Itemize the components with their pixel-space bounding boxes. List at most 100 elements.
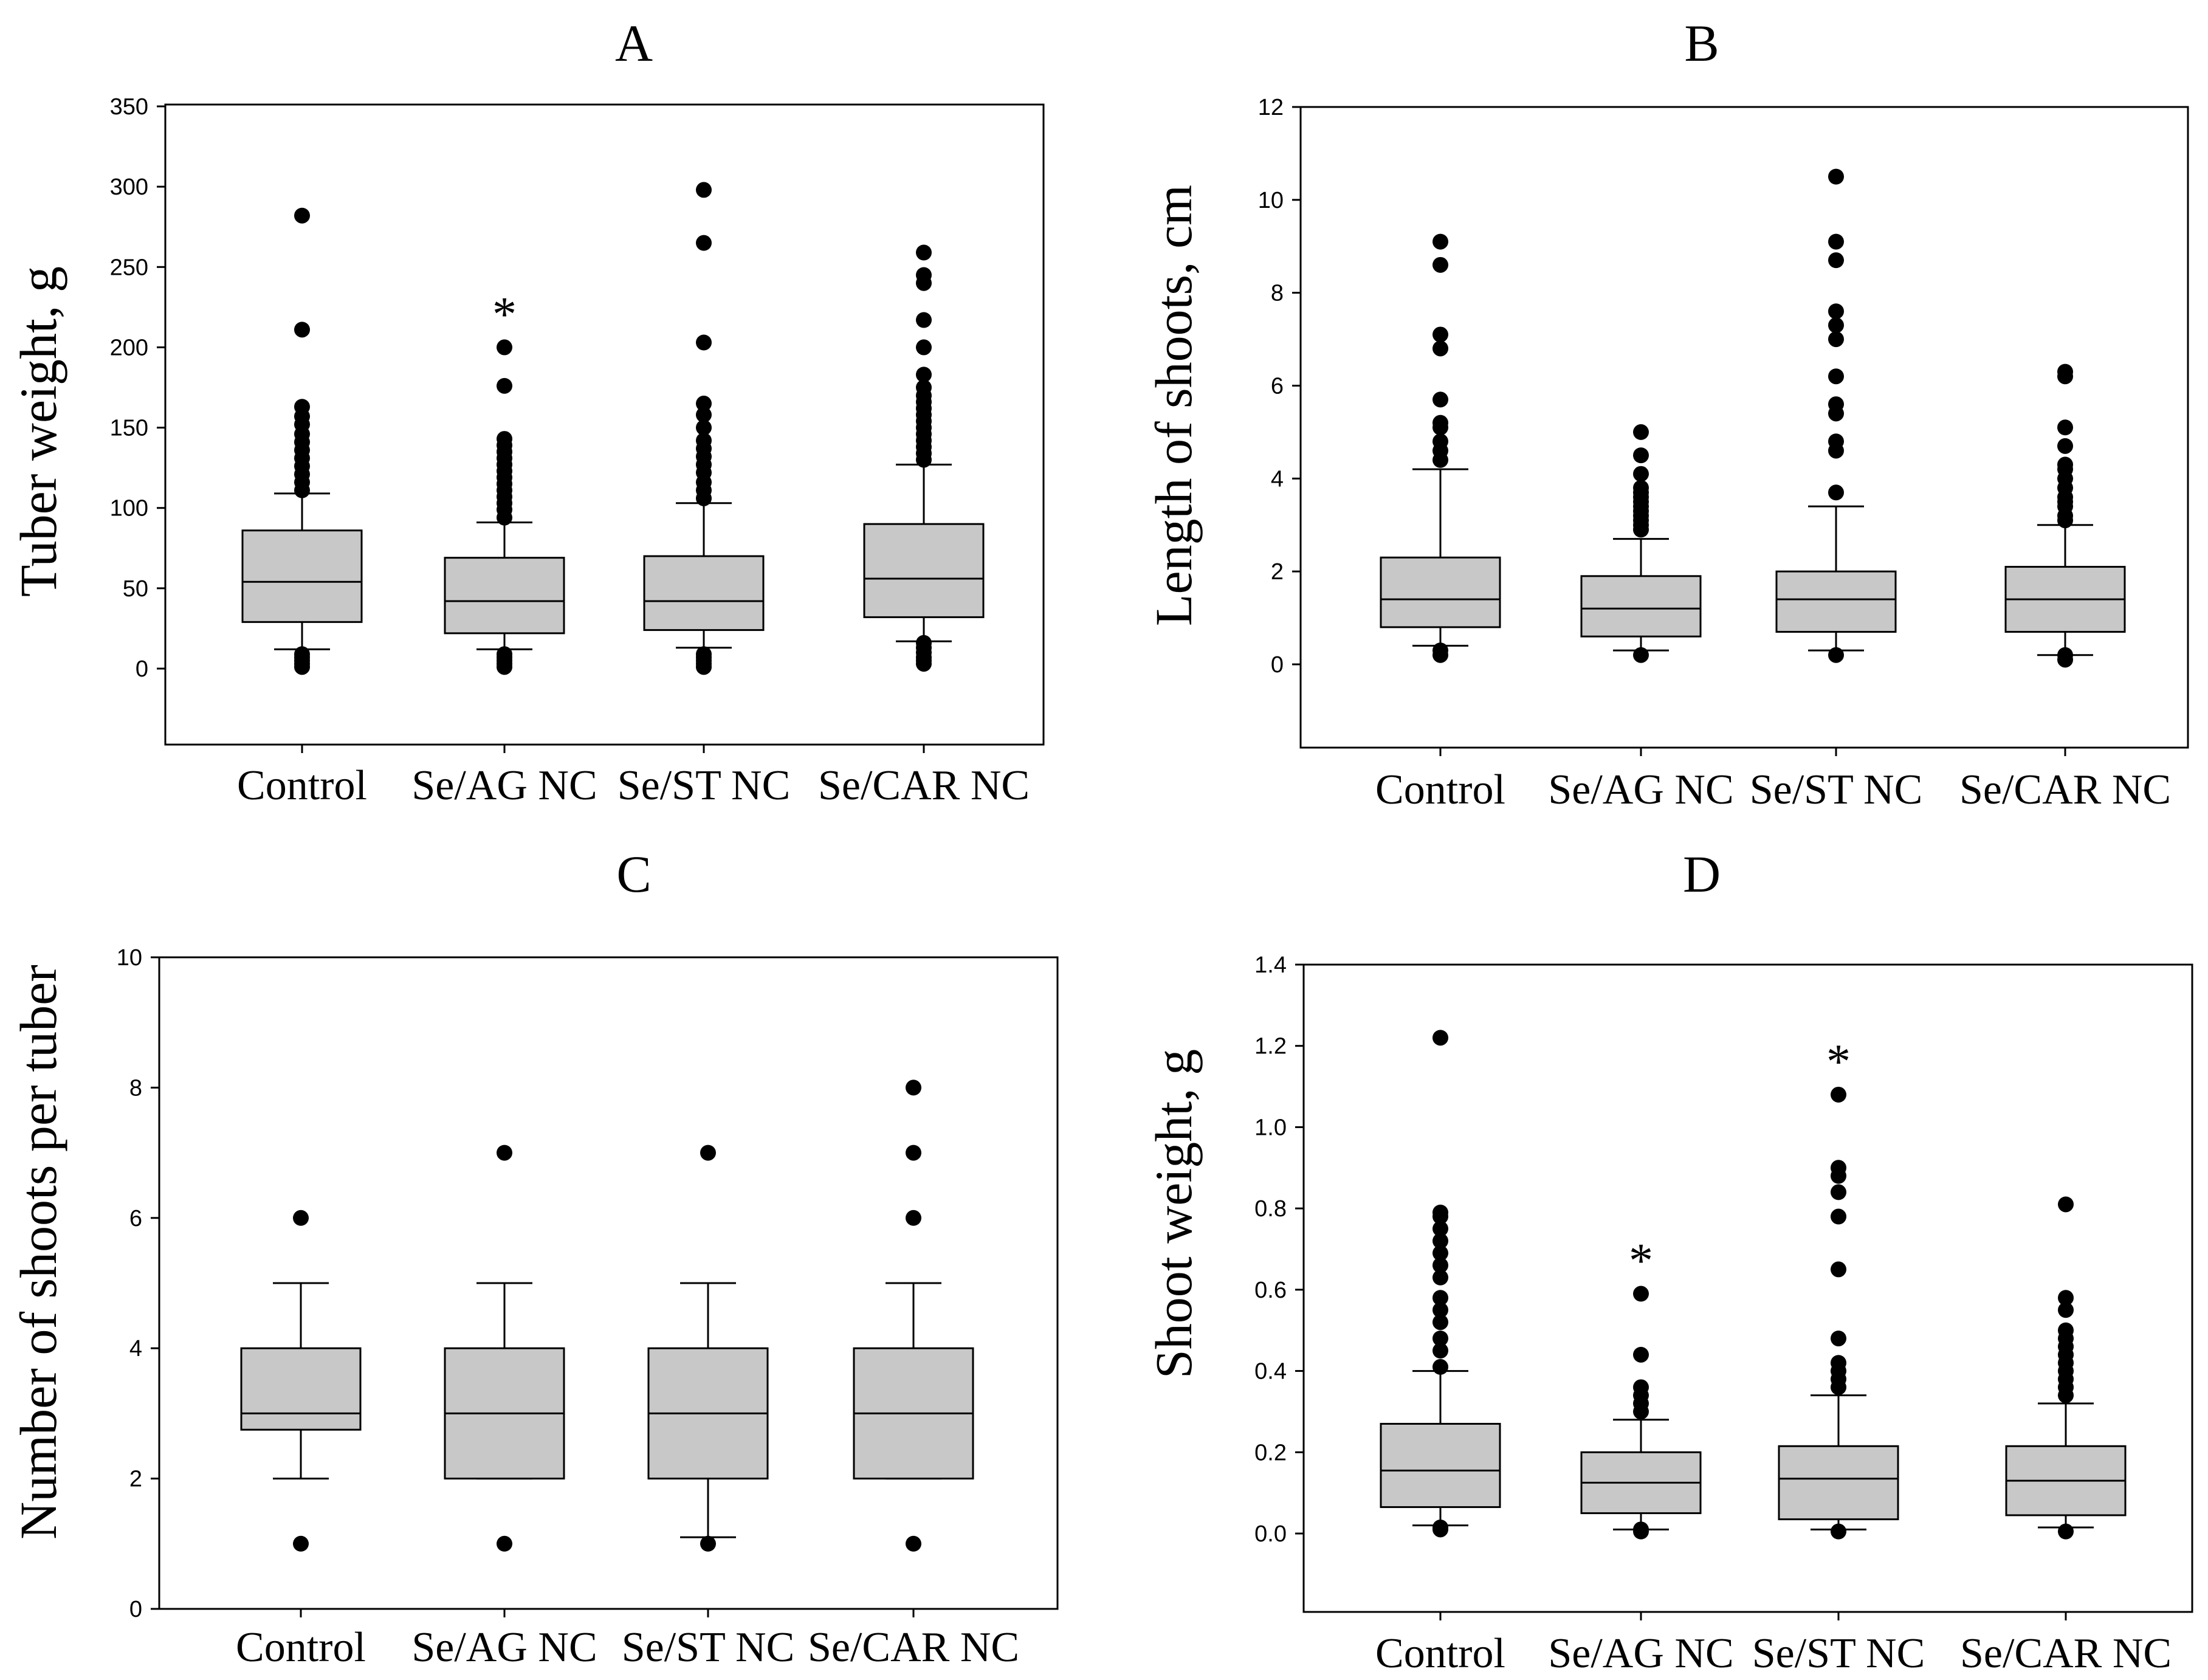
panel-d-y-tick-label: 0.2 [1254,1440,1287,1465]
outlier-point [294,646,310,663]
panel-c-box-3 [647,1145,769,1552]
iqr-box [1778,1445,1899,1521]
outlier-point [916,244,932,261]
outlier-point [1831,1184,1846,1200]
iqr-box [1380,556,1501,628]
outlier-point [916,267,932,283]
outlier-point [1831,1261,1846,1278]
panel-d-x-axis: Control Se/AG NC Se/ST NC Se/CAR NC [1375,1612,2172,1677]
outlier-point [1633,1346,1649,1363]
panel-c-y-axis-label: Number of shoots per tuber [9,965,67,1540]
panel-d-y-axis: 0.0 0.2 0.4 0.6 0.8 1.0 1.2 1.4 [1254,952,1304,1547]
panel-d-y-tick-label: 0.4 [1254,1359,1287,1385]
outlier-point [1633,480,1649,496]
panel-b-y-tick-label: 4 [1271,466,1284,492]
outlier-point [1633,466,1649,482]
panel-c-y-tick-label: 0 [129,1597,142,1622]
outlier-point [1432,1257,1448,1273]
panel-b: B Length of shoots, cm 0 2 4 6 8 10 12 Control… [1144,14,2189,813]
outlier-point [1633,1521,1649,1538]
outlier-point [1831,1160,1846,1176]
iqr-box [444,557,565,635]
panel-d-y-tick-label: 1.0 [1254,1115,1287,1140]
outlier-point [696,432,712,449]
panel-d-x-tick-label: Se/AG NC [1548,1630,1733,1677]
outlier-point [906,1145,921,1161]
panel-b-title: B [1684,14,1719,72]
panel-a-y-tick-label: 300 [110,174,148,200]
outlier-point [696,334,712,351]
panel-a-x-axis: Control Se/AG NC Se/ST NC Se/CAR NC [237,745,1030,809]
iqr-box [241,529,363,623]
panel-c: C Number of shoots per tuber 0 2 4 6 8 10 Con… [9,845,1059,1671]
outlier-point [497,1535,512,1552]
iqr-box [1580,575,1702,638]
panel-d-y-tick-label: 1.2 [1254,1034,1287,1059]
outlier-point [1432,233,1448,250]
panel-c-x-axis: Control Se/AG NC Se/ST NC Se/CAR NC [236,1609,1019,1671]
panel-b-box-2 [1580,424,1702,663]
panel-c-box-4 [853,1079,974,1552]
iqr-box [240,1347,362,1431]
outlier-point [696,407,712,423]
iqr-box [1775,570,1897,633]
outlier-point [497,646,512,663]
panel-a-title: A [615,14,653,72]
panel-c-x-tick-label: Se/CAR NC [808,1624,1019,1671]
panel-d-x-tick-label: Control [1375,1630,1505,1677]
outlier-point [1432,642,1448,659]
outlier-point [497,339,512,356]
panel-a-y-tick-label: 250 [110,255,148,280]
panel-a-x-tick-label: Control [237,762,367,809]
outlier-point [1633,424,1649,440]
panel-d-box-4 [2005,1196,2127,1540]
panel-b-box-3 [1775,168,1897,663]
outlier-point [497,377,512,394]
outlier-point [497,1145,512,1161]
panel-b-x-axis: Control Se/AG NC Se/ST NC Se/CAR NC [1375,748,2171,813]
outlier-point [1831,1523,1846,1540]
panel-a-box-2: * [444,287,565,675]
outlier-point [916,379,932,396]
significance-marker: * [492,287,517,341]
outlier-point [1432,415,1448,431]
outlier-point [696,235,712,251]
panel-d-x-tick-label: Se/ST NC [1752,1630,1925,1677]
outlier-point [2058,1302,2074,1318]
outlier-point [1432,1314,1448,1331]
outlier-point [1828,168,1844,185]
outlier-point [2057,363,2073,380]
outlier-point [1432,391,1448,408]
outlier-point [1828,331,1844,348]
panel-b-boxes [1380,168,2126,668]
outlier-point [294,322,310,338]
panel-a-x-tick-label: Se/AG NC [411,762,597,809]
panel-a-y-tick-label: 100 [110,496,148,522]
panel-c-y-tick-label: 6 [129,1206,142,1231]
outlier-point [294,399,310,415]
outlier-point [700,1535,716,1552]
outlier-point [2057,419,2073,436]
panel-c-x-tick-label: Control [236,1624,366,1671]
panel-c-title: C [616,845,651,903]
panel-d: D Shoot weight, g 0.0 0.2 0.4 0.6 0.8 1.0 1.2 1… [1144,845,2193,1677]
panel-d-y-axis-label: Shoot weight, g [1144,1049,1203,1379]
outlier-point [916,367,932,383]
panel-b-plot-frame [1299,106,2189,749]
outlier-point [696,182,712,198]
panel-a-y-tick-label: 0 [136,656,148,682]
panel-b-box-4 [2004,363,2126,668]
outlier-point [1633,647,1649,663]
outlier-point [1432,326,1448,343]
outlier-point [1828,317,1844,334]
outlier-point [916,312,932,328]
outlier-point [2058,1196,2074,1213]
outlier-point [1432,1204,1448,1220]
outlier-point [1432,340,1448,357]
panel-b-y-tick-label: 2 [1271,559,1284,585]
outlier-point [1633,1379,1649,1396]
outlier-point [1432,1269,1448,1286]
panel-b-y-axis-label: Length of shoots, cm [1144,185,1203,626]
outlier-point [1828,433,1844,450]
